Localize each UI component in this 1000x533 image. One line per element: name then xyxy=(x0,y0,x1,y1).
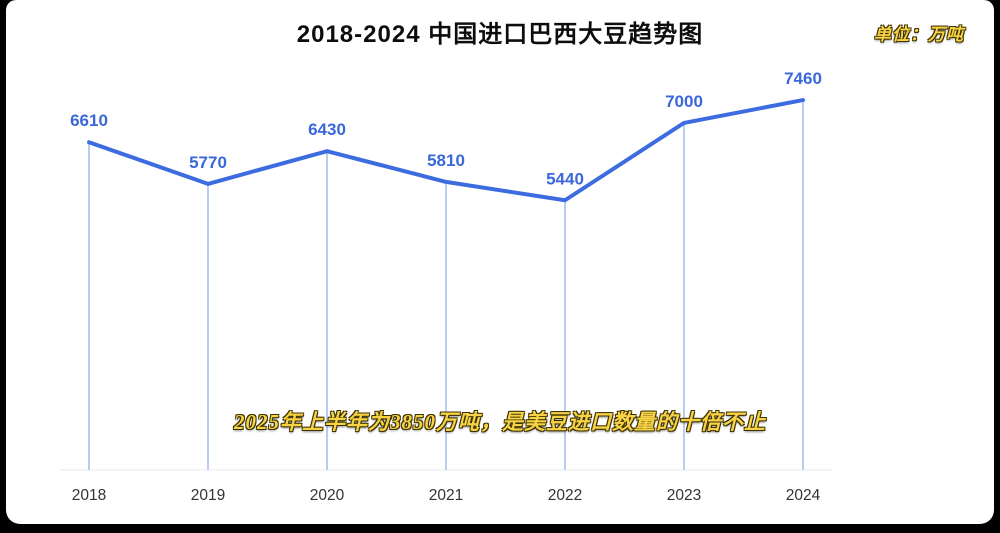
x-axis-label: 2021 xyxy=(429,487,463,504)
value-label: 7000 xyxy=(665,92,703,111)
value-label: 5770 xyxy=(189,153,227,172)
annotation-text: 2025年上半年为3850万吨，是美豆进口数量的十倍不止 xyxy=(234,410,766,434)
x-axis-label: 2022 xyxy=(548,487,582,504)
value-label: 6610 xyxy=(70,111,108,130)
value-label: 7460 xyxy=(784,69,822,88)
x-axis-label: 2019 xyxy=(191,487,225,504)
x-axis-label: 2023 xyxy=(667,487,701,504)
unit-label: 单位：万吨 xyxy=(874,25,964,44)
x-axis-label: 2018 xyxy=(72,487,106,504)
x-axis-label: 2020 xyxy=(310,487,345,504)
trend-line xyxy=(87,98,805,203)
value-label: 5440 xyxy=(546,169,584,188)
chart-title: 2018-2024 中国进口巴西大豆趋势图 xyxy=(296,21,704,48)
value-label: 5810 xyxy=(427,151,465,170)
trend-chart: 6610 2018 5770 2019 6430 2020 5810 2021 5440 2022… xyxy=(59,69,833,504)
chart-card: 2018-2024 中国进口巴西大豆趋势图 单位：万吨 6610 2018 5770… xyxy=(6,0,994,524)
x-axis-label: 2024 xyxy=(786,487,821,504)
value-label: 6430 xyxy=(308,120,346,139)
